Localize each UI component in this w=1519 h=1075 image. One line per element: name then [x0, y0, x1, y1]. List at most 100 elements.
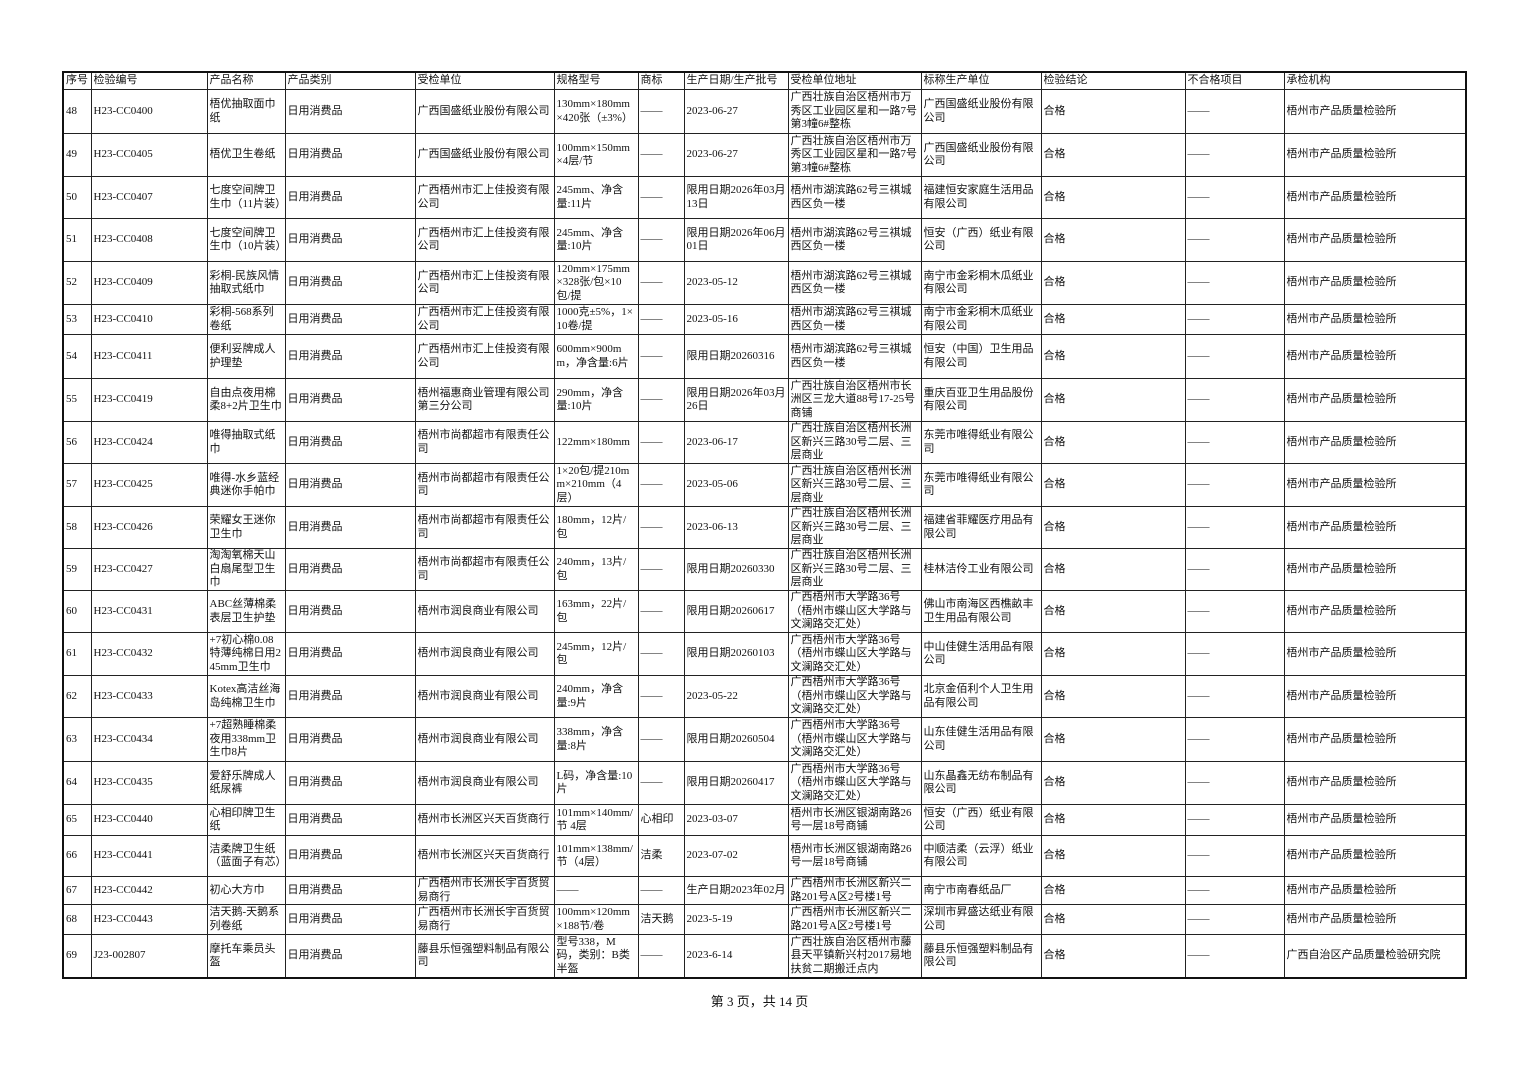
cell-inspection-no: H23-CC0408: [90, 218, 208, 262]
cell-inspection-agency: 梧州市产品质量检验所: [1283, 218, 1467, 262]
cell-spec: 100mm×120mm×188节/卷: [553, 904, 639, 935]
cell-seq: 57: [62, 463, 92, 507]
cell-spec: L码，净含量:10片: [553, 761, 639, 805]
cell-conclusion: 合格: [1040, 421, 1186, 464]
cell-inspection-no: H23-CC0424: [90, 421, 208, 464]
cell-unit-address: 梧州市湖滨路62号三祺城西区负一楼: [787, 176, 922, 219]
cell-failed-items: ——: [1184, 876, 1285, 905]
cell-manufacturer: 山东佳健生活用品有限公司: [920, 717, 1042, 762]
cell-inspected-unit: 广西梧州市长洲长宇百货贸易商行: [414, 876, 555, 905]
cell-failed-items: ——: [1184, 133, 1285, 177]
cell-product-name: 心相印牌卫生纸: [206, 804, 286, 836]
cell-manufacturer: 福建省菲耀医疗用品有限公司: [920, 506, 1042, 549]
cell-production-date: 限用日期2026年03月26日: [683, 378, 789, 422]
table-row: 54 H23-CC0411 便利妥牌成人护理垫 日用消费品 广西梧州市汇上佳投资有限公司…: [62, 334, 1467, 379]
cell-conclusion: 合格: [1040, 835, 1186, 877]
cell-trademark: ——: [637, 934, 685, 979]
cell-inspection-no: H23-CC0425: [90, 463, 208, 507]
cell-unit-address: 梧州市长洲区银湖南路26号一层18号商铺: [787, 804, 922, 836]
table-row: 67 H23-CC0442 初心大方巾 日用消费品 广西梧州市长洲长宇百货贸易商行 —— —…: [62, 876, 1467, 905]
cell-unit-address: 广西梧州市大学路36号（梧州市蝶山区大学路与文澜路交汇处）: [787, 632, 922, 676]
cell-failed-items: ——: [1184, 934, 1285, 979]
inspection-results-table: 序号 检验编号 产品名称 产品类别 受检单位 规格型号 商标 生产日期/生产批号 受检单位地址标…: [62, 71, 1467, 979]
cell-inspection-no: H23-CC0433: [90, 675, 208, 718]
cell-trademark: ——: [637, 378, 685, 422]
cell-trademark: ——: [637, 761, 685, 805]
cell-seq: 66: [62, 835, 92, 877]
cell-inspection-no: H23-CC0443: [90, 904, 208, 935]
cell-inspected-unit: 梧州市润良商业有限公司: [414, 590, 555, 633]
cell-unit-address: 广西梧州市大学路36号（梧州市蝶山区大学路与文澜路交汇处）: [787, 761, 922, 805]
cell-category: 日用消费品: [284, 378, 416, 422]
cell-product-name: Kotex高洁丝海岛纯棉卫生巾: [206, 675, 286, 718]
cell-category: 日用消费品: [284, 506, 416, 549]
cell-failed-items: ——: [1184, 421, 1285, 464]
cell-trademark: ——: [637, 304, 685, 335]
cell-manufacturer: 东莞市唯得纸业有限公司: [920, 421, 1042, 464]
cell-inspection-agency: 梧州市产品质量检验所: [1283, 904, 1467, 935]
cell-category: 日用消费品: [284, 463, 416, 507]
cell-spec: 245mm、净含量:10片: [553, 218, 639, 262]
cell-inspection-agency: 梧州市产品质量检验所: [1283, 675, 1467, 718]
cell-category: 日用消费品: [284, 835, 416, 877]
cell-inspected-unit: 广西梧州市汇上佳投资有限公司: [414, 176, 555, 219]
cell-inspected-unit: 梧州市尚都超市有限责任公司: [414, 506, 555, 549]
cell-unit-address: 广西梧州市大学路36号（梧州市蝶山区大学路与文澜路交汇处）: [787, 590, 922, 633]
cell-trademark: 洁天鹅: [637, 904, 685, 935]
cell-seq: 62: [62, 675, 92, 718]
cell-manufacturer: 中山佳健生活用品有限公司: [920, 632, 1042, 676]
cell-production-date: 2023-06-27: [683, 89, 789, 134]
cell-spec: 290mm，净含量:10片: [553, 378, 639, 422]
cell-product-name: ABC丝薄棉柔表层卫生护垫: [206, 590, 286, 633]
cell-product-name: 彩桐-568系列卷纸: [206, 304, 286, 335]
cell-spec: 1×20包/提210mm×210mm（4层）: [553, 463, 639, 507]
cell-trademark: ——: [637, 261, 685, 305]
cell-product-name: 七度空间牌卫生巾（11片装）: [206, 176, 286, 219]
cell-conclusion: 合格: [1040, 133, 1186, 177]
cell-conclusion: 合格: [1040, 261, 1186, 305]
cell-inspection-agency: 广西自治区产品质量检验研究院: [1283, 934, 1467, 979]
cell-production-date: 2023-05-22: [683, 675, 789, 718]
cell-seq: 50: [62, 176, 92, 219]
cell-category: 日用消费品: [284, 133, 416, 177]
cell-failed-items: ——: [1184, 835, 1285, 877]
cell-inspected-unit: 梧州市润良商业有限公司: [414, 761, 555, 805]
cell-seq: 60: [62, 590, 92, 633]
cell-product-name: 自由点夜用棉柔8+2片卫生巾: [206, 378, 286, 422]
cell-inspected-unit: 梧州市长洲区兴天百货商行: [414, 804, 555, 836]
cell-trademark: ——: [637, 506, 685, 549]
cell-inspected-unit: 梧州市润良商业有限公司: [414, 675, 555, 718]
cell-seq: 63: [62, 717, 92, 762]
cell-inspection-agency: 梧州市产品质量检验所: [1283, 133, 1467, 177]
cell-inspection-agency: 梧州市产品质量检验所: [1283, 548, 1467, 591]
cell-inspection-no: H23-CC0431: [90, 590, 208, 633]
cell-production-date: 2023-05-16: [683, 304, 789, 335]
cell-spec: 245mm，12片/包: [553, 632, 639, 676]
cell-manufacturer: 广西国盛纸业股份有限公司: [920, 133, 1042, 177]
cell-failed-items: ——: [1184, 378, 1285, 422]
cell-seq: 64: [62, 761, 92, 805]
cell-production-date: 限用日期20260617: [683, 590, 789, 633]
cell-conclusion: 合格: [1040, 378, 1186, 422]
cell-inspected-unit: 广西国盛纸业股份有限公司: [414, 89, 555, 134]
cell-production-date: 2023-06-17: [683, 421, 789, 464]
cell-inspection-no: J23-002807: [90, 934, 208, 979]
cell-inspected-unit: 广西梧州市长洲长宇百货贸易商行: [414, 904, 555, 935]
cell-seq: 54: [62, 334, 92, 379]
cell-category: 日用消费品: [284, 218, 416, 262]
cell-conclusion: 合格: [1040, 176, 1186, 219]
cell-spec: ——: [553, 876, 639, 905]
cell-inspection-no: H23-CC0442: [90, 876, 208, 905]
cell-conclusion: 合格: [1040, 304, 1186, 335]
cell-trademark: ——: [637, 717, 685, 762]
table-row: 62 H23-CC0433 Kotex高洁丝海岛纯棉卫生巾 日用消费品 梧州市润良商业有…: [62, 675, 1467, 718]
cell-unit-address: 广西壮族自治区梧州长洲区新兴三路30号二层、三层商业: [787, 548, 922, 591]
cell-manufacturer: 恒安（广西）纸业有限公司: [920, 218, 1042, 262]
cell-inspected-unit: 广西梧州市汇上佳投资有限公司: [414, 261, 555, 305]
cell-unit-address: 广西壮族自治区梧州市藤县天平镇新兴村2017易地扶贫二期搬迁点内: [787, 934, 922, 979]
cell-product-name: 梧优卫生卷纸: [206, 133, 286, 177]
cell-inspection-agency: 梧州市产品质量检验所: [1283, 761, 1467, 805]
cell-seq: 68: [62, 904, 92, 935]
cell-inspection-agency: 梧州市产品质量检验所: [1283, 334, 1467, 379]
cell-inspection-agency: 梧州市产品质量检验所: [1283, 876, 1467, 905]
